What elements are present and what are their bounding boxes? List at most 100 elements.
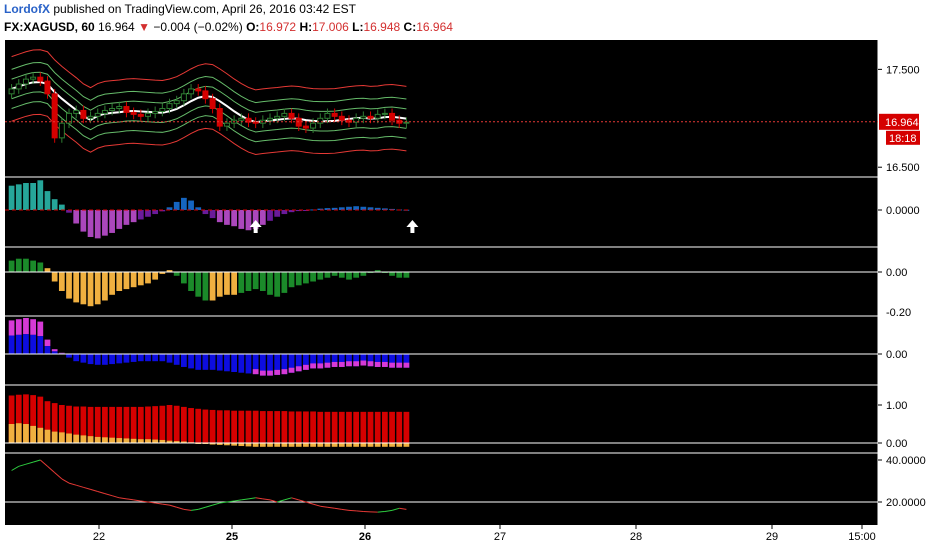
last-price: 16.964 — [98, 20, 135, 34]
candle-body — [87, 115, 94, 119]
osc4-orange-bar — [403, 443, 410, 447]
candle-body — [166, 103, 173, 110]
osc3-bar — [130, 354, 137, 362]
osc1-bar — [317, 208, 324, 210]
osc4-orange-bar — [23, 424, 29, 443]
osc4-red-bar — [346, 411, 352, 443]
osc4-orange-bar — [102, 437, 108, 443]
osc3-bar — [123, 354, 130, 363]
osc4-orange-bar — [267, 443, 273, 447]
osc3-bar — [324, 354, 331, 368]
candle-body — [188, 88, 195, 95]
candle-body — [130, 111, 137, 115]
osc3-bar-top — [15, 319, 22, 335]
osc4-red-bar — [209, 409, 216, 443]
osc4-orange-bar — [130, 438, 137, 443]
osc4-orange-bar — [389, 443, 395, 447]
osc5-line-segment — [61, 478, 70, 484]
osc1-bar — [231, 210, 237, 227]
osc2-bar — [317, 272, 324, 280]
osc1-bar — [295, 210, 302, 212]
osc2-bar — [102, 272, 108, 301]
osc2-bar — [30, 260, 36, 272]
osc2-bar — [137, 272, 144, 286]
osc3-bar — [231, 354, 237, 372]
osc2-bar — [224, 272, 230, 295]
osc3-bar — [73, 354, 80, 362]
osc1-bar — [224, 210, 230, 225]
osc4-orange-bar — [238, 443, 245, 447]
osc3-bar-top — [30, 319, 36, 335]
osc3-bar — [346, 354, 352, 367]
osc2-bar — [23, 258, 29, 272]
osc1-bar — [30, 183, 36, 210]
price-change: −0.004 (−0.02%) — [153, 20, 243, 34]
osc2-bar — [145, 272, 151, 284]
osc3-bar — [109, 354, 115, 365]
candle-body — [281, 112, 288, 117]
candle-body — [223, 122, 230, 127]
symbol-label[interactable]: FX:XAGUSD, 60 — [4, 20, 95, 34]
osc1-bar — [58, 204, 65, 210]
osc4-red-bar — [80, 406, 87, 443]
osc2-bar — [310, 272, 316, 282]
candle-body — [51, 93, 58, 139]
osc5-line-segment — [241, 498, 249, 501]
candle-body — [80, 109, 87, 119]
osc2-bar — [274, 272, 281, 297]
osc4-orange-bar — [137, 439, 144, 443]
osc1-bar — [145, 210, 151, 217]
candle-body — [159, 108, 166, 112]
last-price-badge-label: 16.964 — [885, 117, 919, 129]
osc3-bar-tip — [367, 361, 374, 367]
osc2-bar — [389, 272, 395, 276]
candle-body — [389, 112, 396, 121]
osc2-bar — [15, 258, 22, 272]
chart-area[interactable]: 17.500 16.500 16.964 18:18 0.0000 0.00 -0.20 0.… — [0, 40, 932, 550]
osc2-bar — [288, 272, 295, 288]
osc4-orange-bar — [252, 443, 259, 447]
candle-body — [302, 125, 309, 129]
osc4-tick-label: 1.00 — [886, 400, 907, 412]
osc4-orange-bar — [310, 443, 316, 447]
osc4-red-bar — [37, 396, 44, 443]
candle-body — [66, 112, 73, 124]
osc4-red-bar — [403, 411, 410, 443]
osc4-red-bar — [51, 403, 58, 443]
candle-body — [30, 76, 37, 80]
osc2-bar — [281, 272, 288, 293]
osc3-bar — [224, 354, 230, 372]
osc4-red-bar — [331, 411, 338, 443]
osc2-bar — [73, 272, 80, 303]
osc5-line-segment — [97, 491, 106, 495]
osc5-line-segment — [47, 465, 55, 473]
osc4-red-bar — [73, 406, 80, 443]
osc5-line-segment — [83, 486, 91, 490]
osc4-orange-bar — [30, 425, 36, 443]
osc5-line-segment — [140, 500, 149, 503]
author-link[interactable]: LordofX — [4, 2, 50, 16]
close-label: C: — [403, 20, 417, 34]
osc1-bar — [137, 210, 144, 220]
osc4-red-bar — [238, 410, 245, 443]
osc1-bar — [252, 210, 259, 229]
osc3-bar — [116, 354, 123, 364]
osc4-orange-bar — [281, 443, 288, 447]
osc1-bar — [274, 210, 281, 217]
down-arrow-icon: ▼ — [138, 20, 150, 34]
osc2-bar — [116, 272, 123, 291]
osc4-red-bar — [274, 411, 281, 443]
osc3-bar — [181, 354, 187, 367]
osc1-bar — [8, 185, 15, 210]
osc4-red-bar — [338, 411, 345, 443]
osc5-line-segment — [291, 497, 299, 501]
osc2-bar — [181, 272, 187, 284]
osc1-bar — [374, 207, 381, 210]
osc4-red-bar — [8, 395, 15, 443]
osc3-bar-top — [8, 320, 15, 336]
countdown-label: 18:18 — [889, 133, 917, 145]
osc3-bar-tip — [338, 361, 345, 367]
osc2-bar — [403, 272, 410, 278]
candle-body — [338, 115, 345, 121]
candle-body — [317, 117, 324, 124]
